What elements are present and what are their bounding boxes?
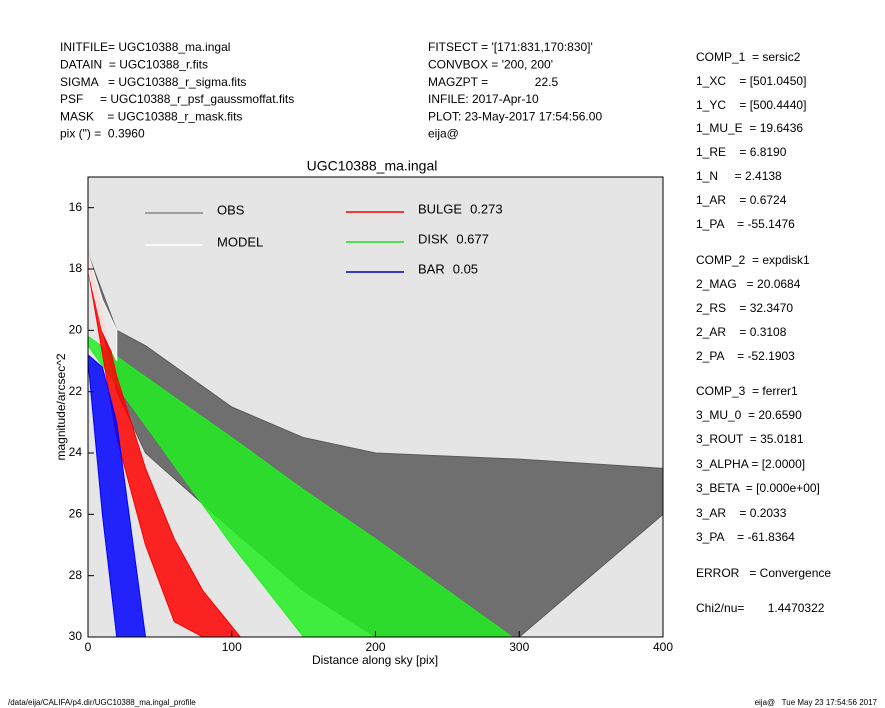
x-tick-label: 400 xyxy=(653,640,673,654)
legend-label: DISK xyxy=(418,231,449,246)
y-tick-label: 18 xyxy=(69,261,83,275)
info-line: MAGZPT = 22.5 xyxy=(428,75,558,89)
parameter: 2_AR = 0.3108 xyxy=(696,325,787,339)
footer-path: /data/eija/CALIFA/p4.dir/UGC10388_ma.ing… xyxy=(8,698,196,707)
info-line: INFILE: 2017-Apr-10 xyxy=(428,92,539,106)
y-tick-label: 22 xyxy=(69,384,83,398)
info-line: FITSECT = '[171:831,170:830]' xyxy=(428,40,593,54)
parameter: 1_AR = 0.6724 xyxy=(696,193,787,207)
legend-label: OBS xyxy=(217,202,245,217)
legend-fraction: 0.273 xyxy=(470,201,503,216)
x-axis-label: Distance along sky [pix] xyxy=(312,653,438,667)
y-tick-label: 20 xyxy=(69,323,83,337)
info-line: MASK = UGC10388_r_mask.fits xyxy=(60,109,242,123)
profile-band xyxy=(88,354,147,637)
chart-title: UGC10388_ma.ingal xyxy=(307,158,438,174)
parameter: 1_YC = [500.4440] xyxy=(696,98,806,112)
parameter: 1_XC = [501.0450] xyxy=(696,74,806,88)
profile-band xyxy=(88,253,118,362)
info-line: DATAIN = UGC10388_r.fits xyxy=(60,57,208,71)
parameter: COMP_3 = ferrer1 xyxy=(696,384,798,398)
parameter: 2_MAG = 20.0684 xyxy=(696,277,801,291)
info-line: CONVBOX = '200, 200' xyxy=(428,57,553,71)
parameter: 3_ALPHA = [2.0000] xyxy=(696,457,805,471)
x-tick-label: 200 xyxy=(365,640,385,654)
profile-band xyxy=(88,253,663,637)
parameter: COMP_1 = sersic2 xyxy=(696,50,801,64)
parameter: 2_PA = -52.1903 xyxy=(696,349,795,363)
y-tick-label: 30 xyxy=(69,629,83,643)
y-tick-label: 26 xyxy=(69,507,83,521)
y-tick-label: 24 xyxy=(69,445,83,459)
parameter: 1_RE = 6.8190 xyxy=(696,145,787,159)
info-line: SIGMA = UGC10388_r_sigma.fits xyxy=(60,75,246,89)
info-line: PLOT: 23-May-2017 17:54:56.00 xyxy=(428,109,602,123)
info-line: eija@ xyxy=(428,127,459,141)
info-line: pix (") = 0.3960 xyxy=(60,127,145,141)
parameter: 2_RS = 32.3470 xyxy=(696,301,793,315)
info-line: PSF = UGC10388_r_psf_gaussmoffat.fits xyxy=(60,92,294,106)
profile-band xyxy=(88,335,513,637)
parameter: 1_PA = -55.1476 xyxy=(696,217,795,231)
parameter: 3_BETA = [0.000e+00] xyxy=(696,481,820,495)
legend-fraction: 0.677 xyxy=(456,231,489,246)
parameter: 1_MU_E = 19.6436 xyxy=(696,121,803,135)
info-line: INITFILE= UGC10388_ma.ingal xyxy=(60,40,230,54)
legend-fraction: 0.05 xyxy=(453,261,478,276)
y-tick-label: 16 xyxy=(69,200,83,214)
legend-label: BAR xyxy=(418,261,445,276)
parameter: 1_N = 2.4138 xyxy=(696,169,782,183)
parameter: COMP_2 = expdisk1 xyxy=(696,253,810,267)
parameter: 3_ROUT = 35.0181 xyxy=(696,432,804,446)
parameter: ERROR = Convergence xyxy=(696,566,831,580)
legend-label: MODEL xyxy=(217,234,263,249)
parameter: Chi2/nu= 1.4470322 xyxy=(696,601,825,615)
x-tick-label: 0 xyxy=(85,640,92,654)
y-axis-label: magnitude/arcsec^2 xyxy=(54,353,68,460)
parameter: 3_MU_0 = 20.6590 xyxy=(696,408,802,422)
y-tick-label: 28 xyxy=(69,568,83,582)
parameter: 3_AR = 0.2033 xyxy=(696,506,787,520)
x-tick-label: 300 xyxy=(509,640,529,654)
legend-label: BULGE xyxy=(418,201,462,216)
x-tick-label: 100 xyxy=(222,640,242,654)
parameter: 3_PA = -61.8364 xyxy=(696,530,795,544)
footer-stamp: eija@ Tue May 23 17:54:56 2017 xyxy=(755,698,878,707)
